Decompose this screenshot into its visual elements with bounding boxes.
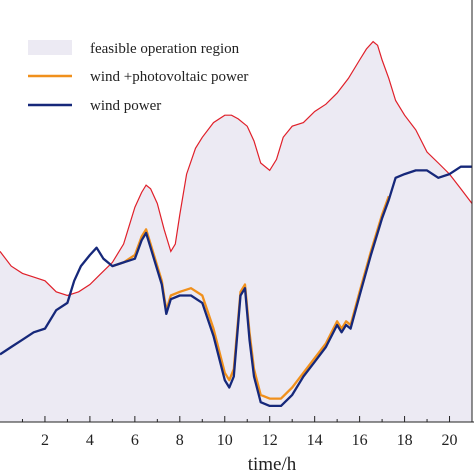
x-tick-label: 6 bbox=[131, 432, 139, 449]
region-upper-bound-line bbox=[0, 40, 473, 297]
x-tick-label: 18 bbox=[397, 432, 413, 449]
x-tick-label: 2 bbox=[41, 432, 49, 449]
legend-label-region: feasible operation region bbox=[90, 41, 240, 57]
x-tick-label: 12 bbox=[262, 432, 278, 449]
legend: feasible operation region wind +photovol… bbox=[28, 40, 248, 114]
x-tick-label: 4 bbox=[86, 432, 94, 449]
legend-label-wind-pv: wind +photovoltaic power bbox=[90, 69, 248, 85]
x-tick-label: 8 bbox=[176, 432, 184, 449]
legend-label-wind: wind power bbox=[90, 98, 161, 114]
x-axis-title: time/h bbox=[248, 454, 297, 474]
plot-area bbox=[0, 40, 473, 422]
feasible-region-area bbox=[0, 41, 472, 422]
x-tick-label: 20 bbox=[442, 432, 458, 449]
x-tick-label: 14 bbox=[307, 432, 323, 449]
legend-swatch-region bbox=[28, 40, 72, 55]
wind-power-line bbox=[0, 165, 472, 408]
x-tick-label: 10 bbox=[217, 432, 233, 449]
x-tick-label: 16 bbox=[352, 432, 368, 449]
x-axis: 2 4 6 8 10 12 14 16 18 20 bbox=[0, 0, 474, 449]
